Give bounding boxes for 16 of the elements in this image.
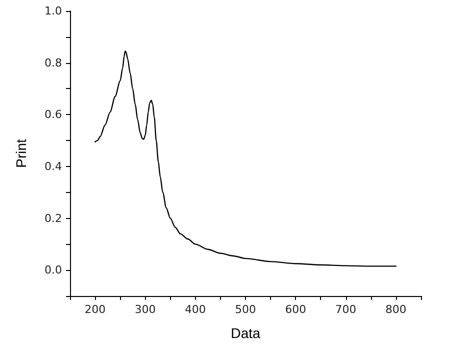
y-axis-title: Print: [13, 139, 29, 168]
x-tick-label: 300: [134, 303, 156, 316]
x-tick-label: 800: [385, 303, 406, 316]
y-tick-label: 0.2: [44, 212, 62, 225]
x-tick-label: 600: [285, 303, 306, 316]
y-tick-label: 1.0: [44, 4, 62, 18]
x-tick-label: 200: [84, 303, 106, 316]
x-axis-title: Data: [230, 325, 260, 341]
y-tick-label: 0.8: [44, 56, 62, 70]
x-tick-label: 700: [335, 303, 356, 316]
x-tick-label: 400: [184, 303, 206, 316]
x-tick-label: 500: [235, 303, 256, 316]
y-tick-label: 0.0: [44, 264, 62, 277]
y-tick-label: 0.6: [44, 108, 62, 122]
y-tick-label: 0.4: [44, 160, 62, 173]
line-series: [94, 50, 397, 267]
